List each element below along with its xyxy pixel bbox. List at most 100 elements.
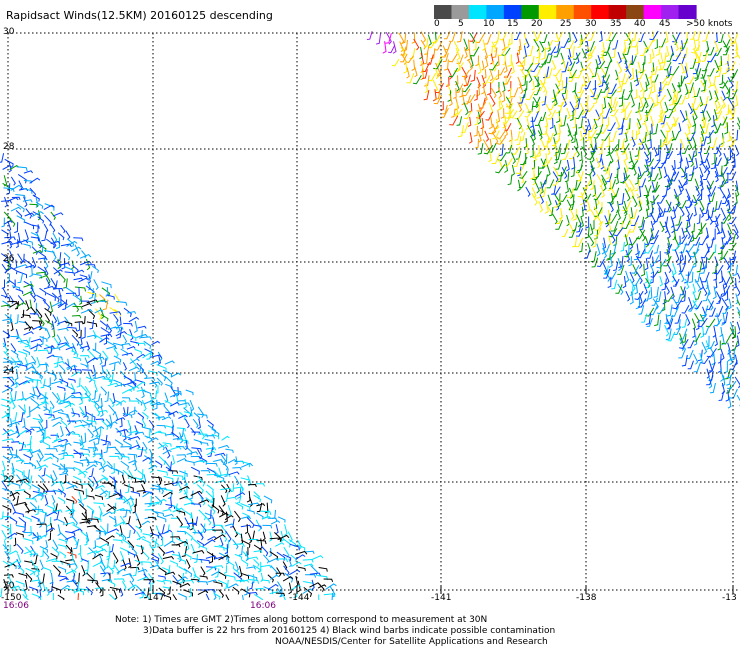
wind-barb — [121, 435, 131, 441]
wind-barb — [634, 173, 639, 185]
wind-barb — [249, 496, 253, 507]
wind-barb — [136, 554, 141, 566]
wind-barb — [42, 483, 49, 493]
wind-barb — [432, 79, 438, 93]
wind-barb — [717, 340, 721, 351]
wind-barb — [257, 561, 262, 573]
legend-swatch — [451, 5, 470, 19]
wind-barb — [16, 203, 25, 213]
wind-barb — [566, 159, 570, 172]
wind-barb — [666, 174, 673, 187]
wind-barb — [57, 496, 66, 504]
wind-barb — [221, 435, 230, 441]
wind-barb — [58, 538, 67, 545]
wind-barb — [213, 592, 221, 600]
wind-barb — [707, 298, 714, 311]
wind-barb — [18, 350, 27, 357]
wind-barb — [22, 404, 26, 414]
wind-barb — [135, 421, 144, 428]
wind-barb — [121, 580, 127, 590]
wind-barb — [438, 74, 442, 86]
wind-barb — [713, 122, 722, 133]
wind-barb — [8, 431, 20, 437]
wind-barb — [727, 138, 737, 148]
wind-barb — [154, 495, 163, 506]
wind-barb — [224, 511, 228, 524]
wind-barb — [402, 39, 408, 52]
wind-barb — [122, 413, 133, 419]
wind-barb — [514, 131, 521, 141]
wind-barb — [604, 215, 610, 228]
wind-barb — [433, 58, 443, 70]
wind-barb — [707, 67, 715, 77]
wind-barb — [8, 561, 17, 569]
wind-barb — [604, 213, 611, 225]
wind-barb — [23, 379, 34, 385]
wind-barb — [602, 108, 611, 119]
wind-barb — [39, 244, 44, 254]
wind-barb — [15, 468, 24, 476]
wind-barb — [79, 459, 90, 463]
wind-barb — [24, 546, 33, 558]
wind-barb — [8, 421, 20, 426]
wind-barb — [32, 250, 43, 254]
wind-barb — [291, 584, 302, 591]
wind-barb — [455, 97, 460, 111]
wind-barb — [25, 264, 36, 269]
wind-barb — [622, 75, 630, 85]
wind-barb — [218, 444, 230, 449]
wind-barb — [10, 349, 19, 358]
wind-barb — [631, 209, 638, 220]
wind-barb — [310, 565, 318, 576]
wind-barb — [554, 200, 560, 211]
wind-barb — [610, 108, 619, 117]
wind-barb — [457, 125, 464, 138]
wind-barb — [712, 213, 721, 223]
wind-barb — [32, 194, 40, 202]
wind-barb — [481, 60, 485, 71]
wind-barb — [253, 558, 260, 567]
wind-barb — [634, 146, 641, 157]
wind-barb — [598, 143, 603, 155]
wind-barb — [488, 74, 498, 84]
wind-barb — [43, 456, 53, 462]
wind-barb — [527, 45, 534, 57]
wind-barb — [625, 290, 631, 302]
wind-barb — [35, 197, 39, 208]
wind-barb — [74, 244, 80, 257]
wind-barb — [137, 568, 148, 573]
wind-barb — [94, 516, 102, 522]
wind-barb — [644, 103, 654, 114]
wind-barb — [129, 580, 136, 591]
wind-barb — [31, 449, 41, 454]
wind-barb — [630, 156, 636, 170]
wind-barb — [706, 180, 712, 191]
wind-barb — [17, 356, 22, 367]
wind-barb — [93, 540, 97, 549]
wind-barb — [687, 303, 696, 312]
wind-barb — [65, 587, 75, 594]
wind-barb — [652, 298, 659, 310]
wind-barb — [705, 335, 710, 348]
wind-barb — [594, 229, 599, 240]
wind-barb — [94, 309, 104, 314]
wind-barb — [114, 326, 124, 330]
wind-barb — [86, 419, 97, 425]
wind-barb — [448, 67, 459, 78]
wind-barb — [523, 80, 528, 92]
wind-barb — [598, 139, 605, 148]
wind-barb — [718, 391, 725, 401]
wind-barb — [150, 553, 160, 562]
wind-barb — [267, 574, 274, 583]
wind-barb — [24, 516, 32, 522]
wind-barb — [653, 244, 660, 254]
wind-barb — [9, 560, 20, 566]
wind-barb — [714, 104, 725, 114]
wind-barb — [144, 593, 151, 600]
wind-barb — [495, 81, 500, 94]
wind-barb — [240, 572, 249, 579]
wind-barb — [323, 578, 334, 582]
wind-barb — [667, 331, 676, 342]
wind-barb — [618, 125, 624, 135]
wind-barb — [136, 342, 146, 347]
